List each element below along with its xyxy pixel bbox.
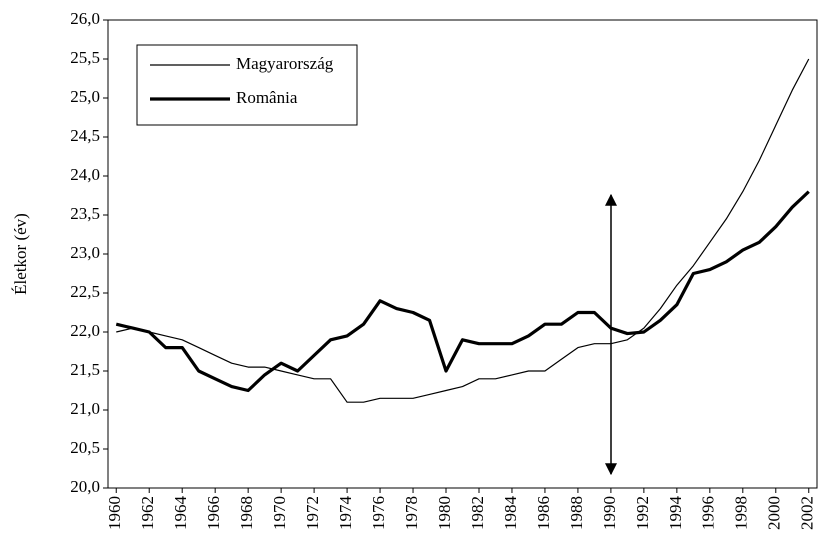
y-tick-label: 21,5 — [70, 360, 100, 379]
x-tick-label: 1964 — [171, 496, 190, 531]
y-tick-label: 23,0 — [70, 243, 100, 262]
y-tick-label: 25,0 — [70, 87, 100, 106]
series-line — [116, 58, 810, 403]
legend — [136, 44, 358, 126]
x-tick-label: 1962 — [138, 496, 157, 530]
legend-label: România — [236, 88, 298, 107]
x-tick-label: 1960 — [105, 496, 124, 530]
series-line — [115, 190, 810, 393]
x-tick-label: 1980 — [435, 496, 454, 530]
y-tick-label: 21,0 — [70, 399, 100, 418]
x-tick-label: 1968 — [237, 496, 256, 530]
y-tick-label: 20,0 — [70, 477, 100, 496]
x-tick-label: 1992 — [633, 496, 652, 530]
x-tick-label: 1988 — [567, 496, 586, 530]
y-axis-label: Életkor (év) — [11, 213, 30, 295]
y-tick-label: 23,5 — [70, 204, 100, 223]
y-tick-label: 25,5 — [70, 48, 100, 67]
x-tick-label: 1974 — [336, 496, 355, 531]
x-tick-label: 2002 — [798, 496, 817, 530]
y-tick-label: 22,5 — [70, 282, 100, 301]
x-tick-label: 1984 — [501, 495, 520, 530]
x-tick-label: 1982 — [468, 496, 487, 530]
x-tick-label: 1990 — [600, 496, 619, 530]
y-tick-label: 22,0 — [70, 321, 100, 340]
x-tick-label: 1978 — [402, 496, 421, 530]
y-tick-label: 20,5 — [70, 438, 100, 457]
x-tick-label: 1972 — [303, 496, 322, 530]
x-tick-label: 1970 — [270, 496, 289, 530]
y-tick-label: 24,5 — [70, 126, 100, 145]
x-tick-label: 1994 — [666, 496, 685, 531]
x-tick-label: 2000 — [765, 496, 784, 530]
x-tick-label: 1998 — [732, 496, 751, 530]
y-tick-label: 24,0 — [70, 165, 100, 184]
legend-label: Magyarország — [236, 54, 334, 73]
x-tick-label: 1966 — [204, 496, 223, 530]
y-tick-label: 26,0 — [70, 9, 100, 28]
x-tick-label: 1986 — [534, 496, 553, 530]
x-tick-label: 1996 — [699, 496, 718, 530]
x-tick-label: 1976 — [369, 496, 388, 530]
